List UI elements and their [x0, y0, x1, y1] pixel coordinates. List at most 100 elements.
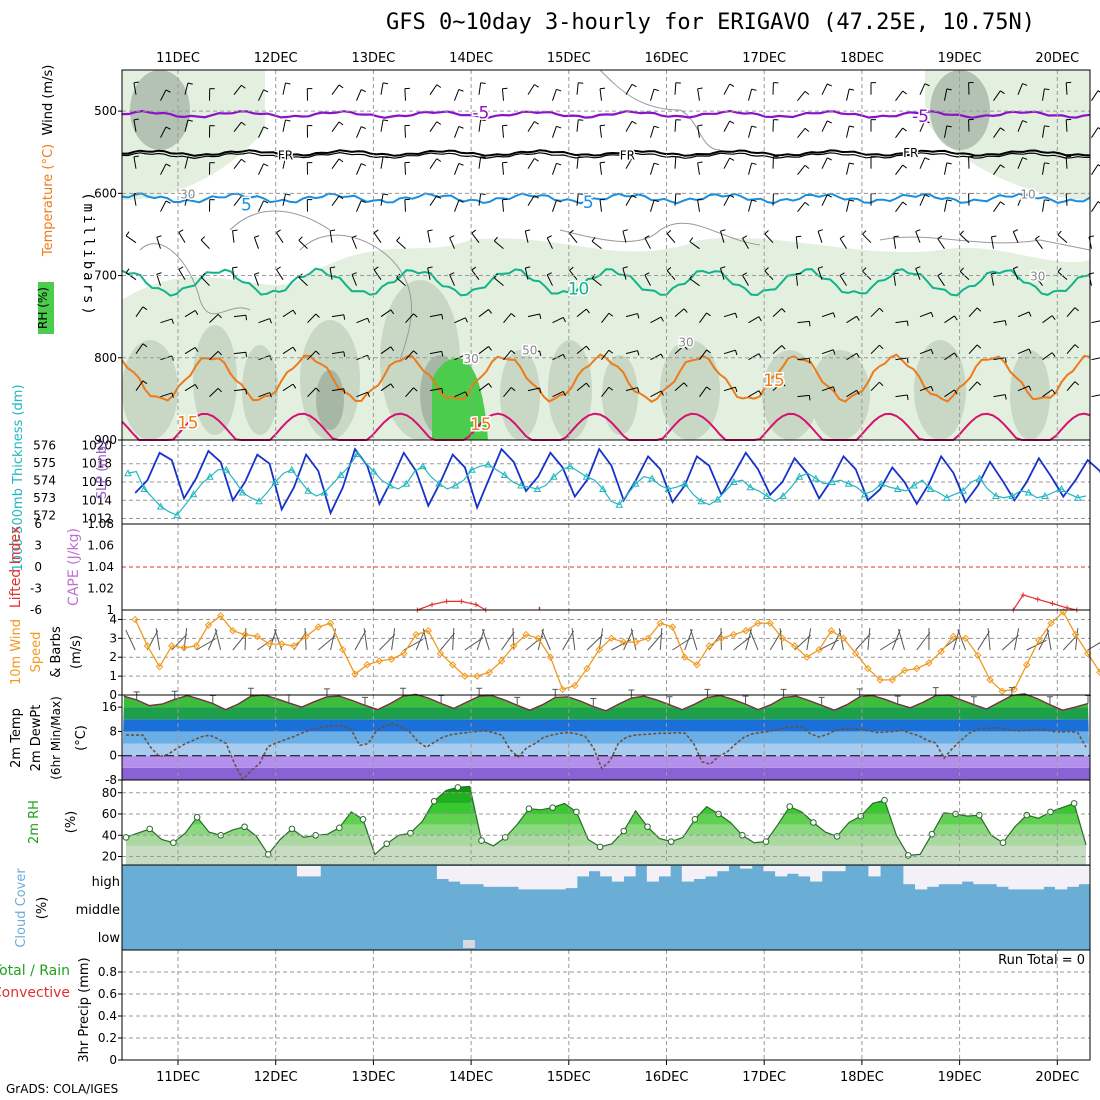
wind-barb — [748, 88, 753, 101]
wind-barb-flag — [142, 380, 148, 385]
wind-barb — [527, 121, 535, 132]
wind-barb-flag — [1051, 389, 1056, 394]
thickness-point — [615, 500, 624, 508]
wind-barb — [478, 309, 489, 318]
temp-max-marker — [628, 689, 635, 699]
wind-barb-flag — [729, 194, 735, 198]
panel-frame — [121, 609, 1091, 696]
wind-barb — [699, 349, 707, 360]
wind-barb — [772, 345, 783, 355]
wind-barb — [674, 156, 677, 169]
wind-barb — [478, 156, 482, 169]
temp-max-marker — [780, 688, 787, 698]
x-tick-label-bottom: 20DEC — [1035, 1070, 1079, 1085]
wind-barb — [576, 119, 579, 132]
wind-barb-flag — [171, 392, 174, 398]
wind-barb — [1035, 238, 1043, 249]
wind-barb-flag — [1074, 381, 1079, 386]
wind-barb-flag — [930, 312, 934, 318]
wind-barb-flag — [493, 236, 498, 242]
wind-barb — [233, 351, 246, 355]
wind-barb-flag — [534, 84, 539, 88]
cloud-high-bar — [646, 866, 659, 882]
thickness-point — [975, 474, 984, 482]
isotherm-5 — [121, 192, 1091, 205]
ylabel-cloud-cover: Cloud Cover — [14, 868, 29, 948]
wind-barb — [968, 344, 978, 355]
wind-barb — [133, 119, 137, 132]
rh-point — [241, 823, 248, 831]
wind-barb — [253, 274, 259, 286]
y-tick-label: 1012 — [81, 512, 112, 526]
wind-barb-flag — [156, 235, 162, 238]
y-tick-label: 0.6 — [98, 987, 117, 1001]
wind-barb — [160, 318, 173, 324]
wind-barb — [258, 200, 265, 212]
wind-barb-flag — [591, 274, 596, 279]
wind-barb-flag — [471, 266, 477, 271]
wind-speed-point — [900, 666, 909, 675]
wind-barb — [968, 381, 978, 392]
wind-barb-flag — [781, 308, 786, 313]
wind-barb — [298, 276, 308, 287]
thickness-point — [386, 481, 394, 489]
wind-barb-flag — [591, 237, 596, 242]
cloud-high-bar — [705, 866, 718, 877]
wind-barb-flag — [1013, 266, 1019, 270]
wind-barb — [232, 267, 235, 280]
wind-barb — [232, 230, 235, 243]
wind-barb — [748, 353, 760, 361]
wind-barb — [552, 316, 564, 324]
rh-band — [126, 786, 1086, 793]
wind-barb-flag — [534, 121, 539, 125]
wind-barb-flag — [751, 199, 757, 202]
wind-barb-flag — [292, 309, 297, 315]
rh-point — [786, 803, 794, 810]
wind-speed-line — [134, 610, 1100, 692]
wind-barb-flag — [631, 120, 637, 125]
dewpoint-line — [126, 722, 1087, 781]
wind-barb — [1042, 88, 1045, 101]
wind-barb — [527, 158, 535, 169]
y-tick-label: 3 — [34, 539, 42, 553]
wind-barb-flag — [367, 317, 370, 323]
wind-barb — [396, 240, 406, 250]
cloud-high-bar — [938, 866, 951, 885]
wind-barb — [993, 127, 1001, 138]
wind-barb-flag — [360, 126, 366, 130]
wind-barb-flag — [525, 229, 531, 232]
wind-barb — [405, 313, 414, 324]
wind-barb — [546, 274, 553, 286]
surface-wind-barb — [452, 628, 455, 651]
thickness-point — [1073, 493, 1082, 501]
wind-barb — [697, 88, 700, 101]
wind-speed-point — [778, 634, 787, 643]
wind-speed-point — [473, 672, 481, 680]
y-tick-label: 1 — [106, 603, 114, 617]
wind-barb — [821, 194, 828, 206]
wind-barb-flag — [343, 388, 346, 394]
y-tick-label: 0.4 — [98, 1009, 117, 1023]
wind-barb-flag — [839, 272, 845, 276]
wind-speed-point — [815, 645, 823, 654]
wind-barb-flag — [729, 157, 735, 161]
wind-barb-flag — [133, 155, 139, 158]
wind-speed-point — [1047, 619, 1055, 627]
wind-barb-flag — [706, 349, 711, 354]
wind-barb — [846, 162, 850, 175]
wind-barb-flag — [125, 231, 130, 237]
thickness-point — [926, 484, 935, 492]
wind-barb — [625, 121, 633, 132]
wind-barb — [331, 84, 340, 95]
thickness-point — [500, 470, 509, 478]
wind-barb — [1017, 348, 1030, 355]
wind-barb-flag — [263, 200, 269, 204]
wind-barb-flag — [539, 313, 542, 319]
wind-barb — [821, 349, 834, 355]
lifted-index-point — [458, 598, 464, 604]
wind-barb — [625, 195, 633, 206]
wind-barb — [895, 201, 904, 212]
surface-wind-barb — [897, 628, 906, 651]
temp2m-panel: -8 0 8 16 2m Temp 2m DewPt (6hr Min/Max) (°C) — [9, 687, 1091, 787]
wind-speed-point — [1010, 685, 1019, 694]
